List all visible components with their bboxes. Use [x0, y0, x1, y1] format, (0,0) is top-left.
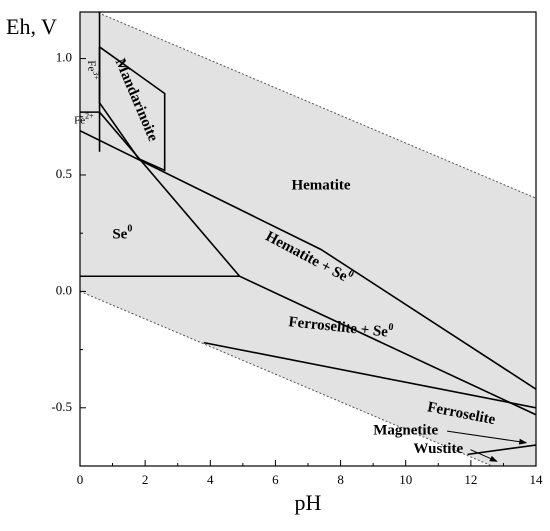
- callout-label-magnetite: Magnetite: [373, 423, 438, 439]
- callout-label-wustite: Wustite: [413, 441, 463, 457]
- x-axis-title: pH: [295, 490, 322, 515]
- phase-boundary-2: [98, 46, 166, 172]
- water-lower-limit: [80, 290, 494, 466]
- phase-boundary-6: [98, 111, 536, 416]
- y-tick-label: -0.5: [51, 399, 72, 414]
- x-tick-label: 14: [530, 472, 544, 487]
- x-tick-label: 8: [337, 472, 344, 487]
- x-tick-label: 4: [207, 472, 214, 487]
- x-tick-label: 6: [272, 472, 279, 487]
- y-tick-label: 0.5: [56, 166, 72, 181]
- stability-field: [80, 12, 536, 466]
- x-tick-label: 12: [464, 472, 477, 487]
- y-tick-label: 1.0: [56, 50, 72, 65]
- phase-boundary-4: [80, 130, 536, 390]
- y-axis-title: Eh, V: [6, 14, 57, 39]
- x-tick-label: 10: [399, 472, 412, 487]
- plot-area: [80, 12, 536, 466]
- phase-boundary-8: [467, 444, 536, 456]
- region-label-hematite: Hematite: [291, 178, 350, 194]
- x-tick-label: 2: [142, 472, 149, 487]
- callout-arrow-wustite: [470, 449, 498, 462]
- phase-boundary-7: [203, 341, 536, 409]
- water-upper-limit: [95, 12, 536, 199]
- callout-arrow-magnetite: [447, 430, 528, 445]
- x-tick-label: 0: [77, 472, 84, 487]
- region-label-se: Se0: [112, 224, 132, 243]
- region-label-fe: Fe3+: [86, 60, 101, 81]
- y-tick-label: 0.0: [56, 282, 72, 297]
